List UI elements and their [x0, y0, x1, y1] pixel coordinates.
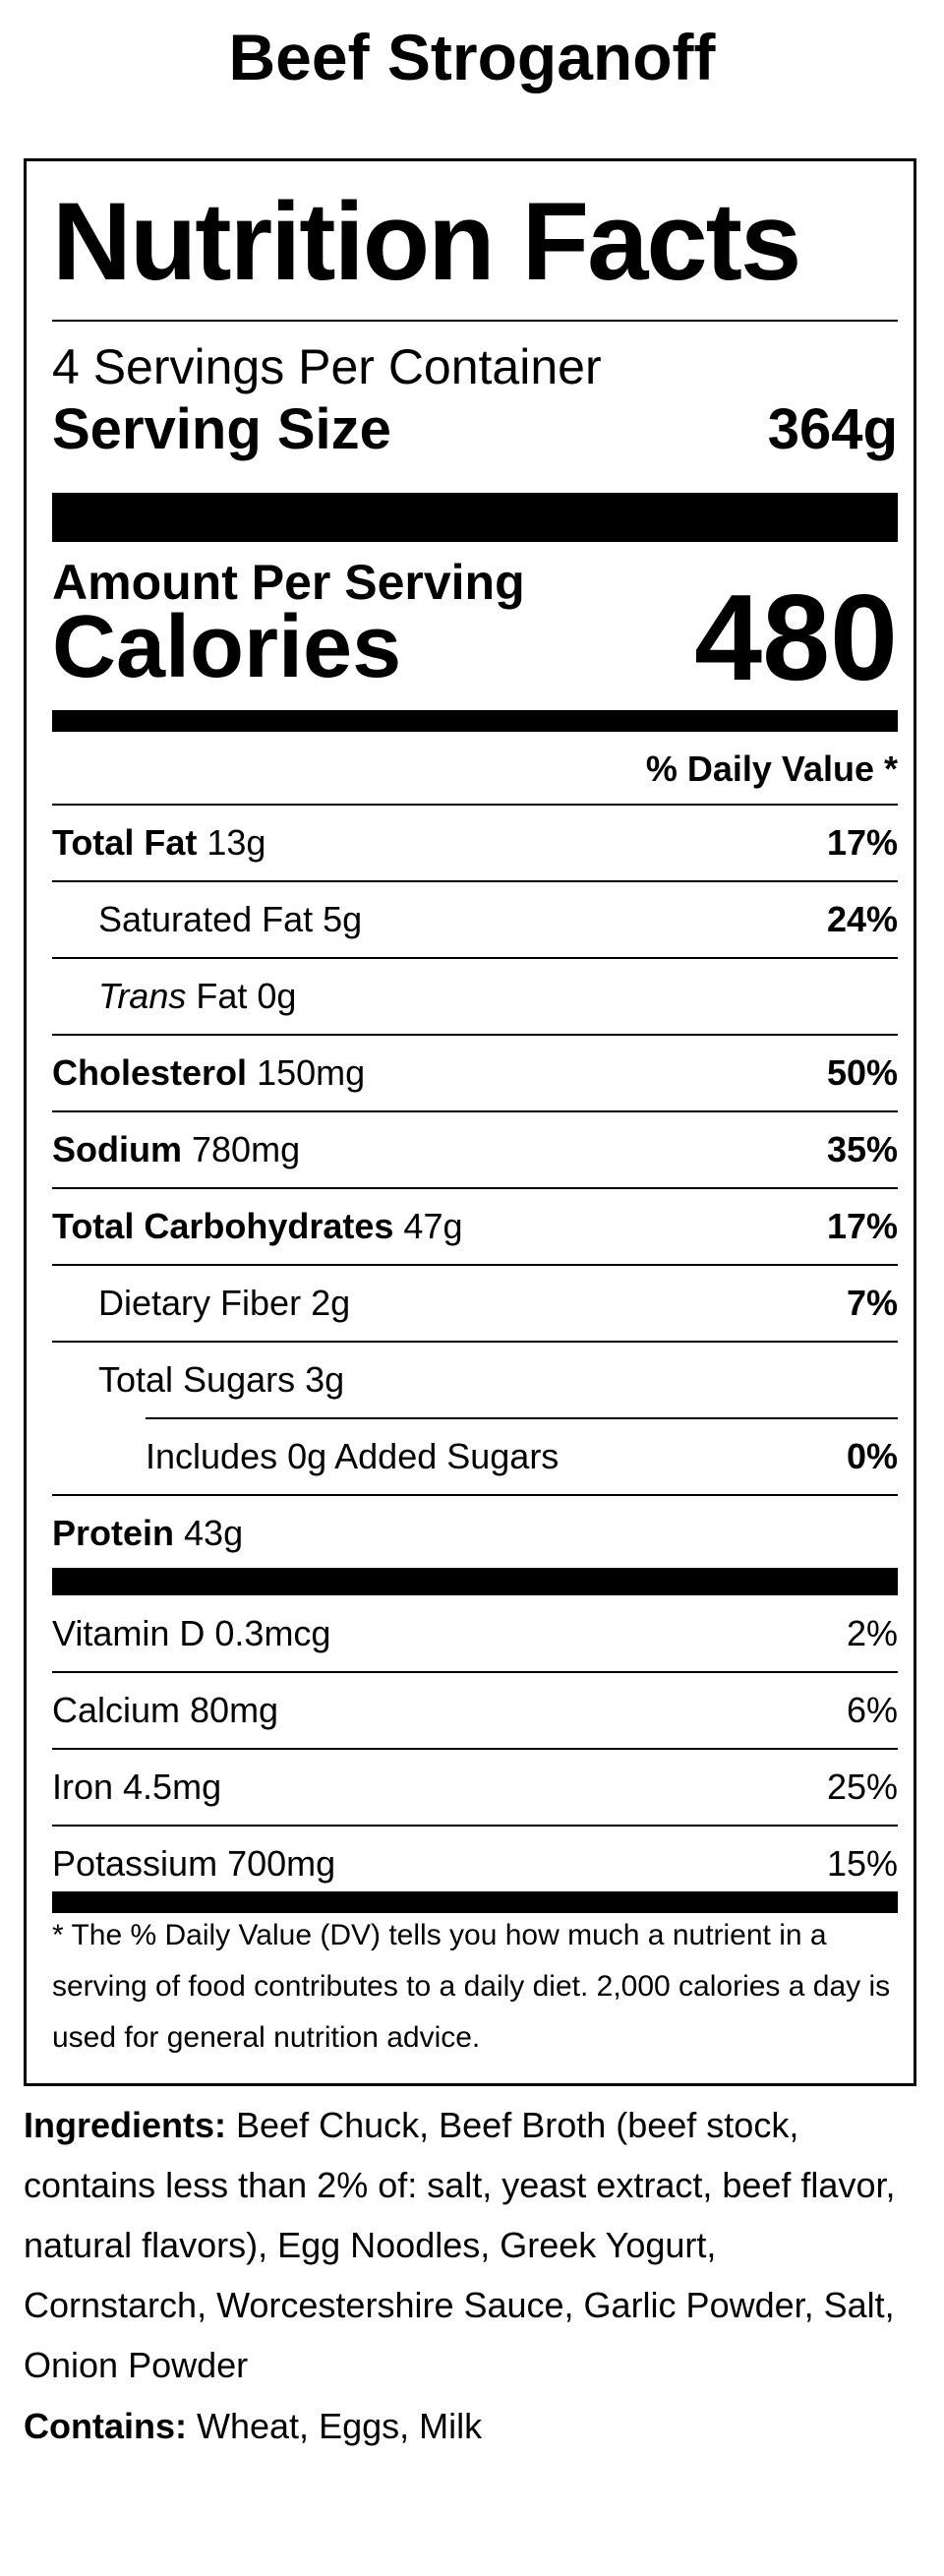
- amount-per-serving: Amount Per Serving: [52, 555, 525, 610]
- nutrient-name: Protein 43g: [52, 1513, 244, 1553]
- nutrient-dv: 35%: [826, 1129, 898, 1169]
- nutrient-name: Saturated Fat 5g: [98, 899, 363, 939]
- vitamin-dv: 25%: [826, 1767, 898, 1807]
- vitamin-row-potassium: Potassium 700mg 15%: [52, 1827, 898, 1901]
- nutrient-name: Trans Fat 0g: [98, 976, 297, 1016]
- vitamin-dv: 2%: [846, 1613, 898, 1653]
- nutrient-dv: 17%: [826, 822, 898, 863]
- nutrition-facts-heading: Nutrition Facts: [52, 180, 801, 303]
- vitamin-row-iron: Iron 4.5mg 25%: [52, 1750, 898, 1825]
- allergen-statement: Contains: Wheat, Eggs, Milk: [24, 2396, 909, 2456]
- nutrient-dv: 17%: [826, 1206, 898, 1246]
- nutrient-dv: 24%: [826, 899, 898, 939]
- serving-size-value: 364g: [767, 397, 898, 461]
- thick-divider: [52, 493, 898, 542]
- product-title: Beef Stroganoff: [228, 21, 716, 93]
- daily-value-footnote: * The % Daily Value (DV) tells you how m…: [52, 1919, 891, 2054]
- vitamin-dv: 6%: [846, 1690, 898, 1730]
- divider: [52, 804, 898, 806]
- nutrient-name: Sodium 780mg: [52, 1129, 301, 1169]
- nutrient-row-dietary-fiber: Dietary Fiber 2g 7%: [98, 1266, 898, 1341]
- divider: [52, 1187, 898, 1189]
- divider: [52, 1671, 898, 1673]
- divider: [52, 320, 898, 322]
- vitamin-row-vitamin-d: Vitamin D 0.3mcg 2%: [52, 1596, 898, 1671]
- nutrient-row-total-fat: Total Fat 13g 17%: [52, 806, 898, 880]
- daily-value-header: % Daily Value *: [645, 749, 898, 789]
- vitamin-name: Vitamin D 0.3mcg: [52, 1613, 331, 1653]
- serving-size-row: Serving Size 364g: [52, 397, 898, 462]
- nutrient-row-total-sugars: Total Sugars 3g: [98, 1343, 898, 1417]
- nutrient-row-saturated-fat: Saturated Fat 5g 24%: [98, 882, 898, 957]
- ingredients-text: Beef Chuck, Beef Broth (beef stock, cont…: [24, 2105, 896, 2385]
- contains-text: Wheat, Eggs, Milk: [197, 2406, 483, 2446]
- divider: [146, 1417, 898, 1419]
- vitamin-name: Iron 4.5mg: [52, 1767, 222, 1807]
- nutrient-row-sodium: Sodium 780mg 35%: [52, 1112, 898, 1187]
- nutrient-row-cholesterol: Cholesterol 150mg 50%: [52, 1036, 898, 1110]
- nutrient-dv: 7%: [846, 1283, 898, 1323]
- nutrient-dv: 0%: [846, 1436, 898, 1476]
- nutrition-facts-label: Nutrition Facts 4 Servings Per Container…: [24, 158, 916, 2086]
- divider: [52, 1264, 898, 1266]
- serving-size-label: Serving Size: [52, 397, 391, 461]
- divider: [52, 1034, 898, 1036]
- nutrient-name: Dietary Fiber 2g: [98, 1283, 351, 1323]
- contains-label: Contains:: [24, 2406, 187, 2446]
- medium-divider: [52, 1891, 898, 1913]
- nutrient-name: Total Sugars 3g: [98, 1359, 345, 1400]
- nutrient-name: Cholesterol 150mg: [52, 1052, 366, 1093]
- thick-divider: [52, 1568, 898, 1595]
- servings-per-container: 4 Servings Per Container: [52, 339, 602, 394]
- nutrient-row-added-sugars: Includes 0g Added Sugars 0%: [146, 1419, 898, 1494]
- divider: [52, 1825, 898, 1827]
- calories-label: Calories: [52, 598, 402, 696]
- divider: [52, 1341, 898, 1343]
- divider: [52, 957, 898, 959]
- nutrient-row-trans-fat: Trans Fat 0g: [98, 959, 898, 1034]
- vitamin-row-calcium: Calcium 80mg 6%: [52, 1673, 898, 1748]
- vitamin-name: Potassium 700mg: [52, 1843, 336, 1884]
- divider: [52, 1494, 898, 1496]
- nutrient-dv: 50%: [826, 1052, 898, 1093]
- nutrient-row-total-carbohydrates: Total Carbohydrates 47g 17%: [52, 1189, 898, 1264]
- ingredients-label: Ingredients:: [24, 2105, 227, 2145]
- nutrient-name: Total Fat 13g: [52, 822, 266, 863]
- nutrient-name: Total Carbohydrates 47g: [52, 1206, 463, 1246]
- divider: [52, 1110, 898, 1112]
- vitamin-name: Calcium 80mg: [52, 1690, 279, 1730]
- nutrient-name: Includes 0g Added Sugars: [146, 1436, 560, 1476]
- ingredients-statement: Ingredients: Beef Chuck, Beef Broth (bee…: [24, 2095, 909, 2395]
- nutrient-row-protein: Protein 43g: [52, 1496, 898, 1571]
- divider: [52, 1748, 898, 1750]
- vitamin-dv: 15%: [826, 1843, 898, 1884]
- calories-value: 480: [694, 570, 898, 706]
- divider: [52, 880, 898, 882]
- medium-divider: [52, 710, 898, 732]
